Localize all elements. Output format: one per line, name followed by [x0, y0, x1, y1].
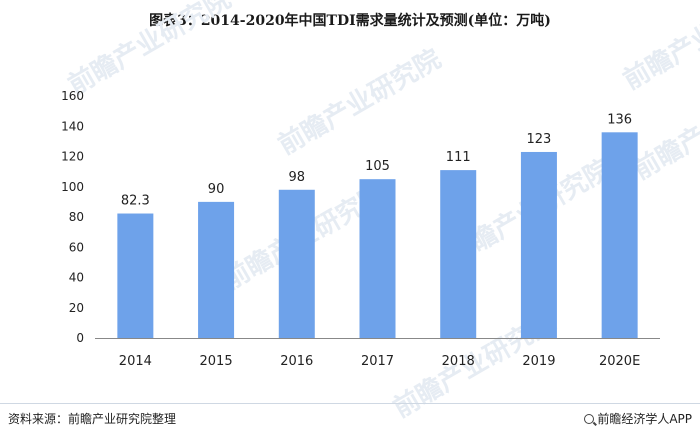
y-tick-label: 20 [69, 301, 84, 315]
data-label: 105 [365, 159, 390, 174]
footer-divider [0, 403, 700, 404]
data-label: 82.3 [121, 194, 150, 209]
data-label: 123 [527, 132, 552, 147]
y-axis: 0 20 40 60 80 100 120 140 160 [61, 89, 84, 345]
y-tick-label: 0 [76, 331, 84, 345]
bar [601, 132, 638, 338]
y-tick-label: 160 [61, 89, 84, 103]
y-tick-label: 120 [61, 150, 84, 164]
x-tick-label: 2014 [119, 354, 152, 369]
watermark-text: 前瞻产业研究院 [273, 43, 446, 161]
x-tick-label: 2018 [442, 354, 475, 369]
x-tick-label: 2019 [522, 354, 555, 369]
bar [117, 213, 154, 338]
x-tick-label: 2015 [200, 354, 233, 369]
x-tick-label: 2020E [599, 354, 640, 369]
y-tick-label: 60 [69, 240, 84, 254]
x-axis: 2014 2015 2016 2017 2018 2019 2020E [95, 338, 660, 369]
data-label: 90 [208, 182, 225, 197]
watermark-text: 前瞻产业研究院 [618, 0, 700, 96]
bar [359, 179, 396, 338]
x-tick-label: 2016 [280, 354, 313, 369]
data-label: 111 [446, 150, 471, 165]
bar [278, 189, 315, 338]
bar [520, 151, 557, 338]
watermark-text: 前瞻产业研究院 [63, 0, 236, 101]
credit-label: 前瞻经济学人APP [597, 412, 692, 426]
y-tick-label: 40 [69, 271, 84, 285]
data-label: 98 [289, 170, 306, 185]
data-label: 136 [607, 112, 632, 127]
bar [440, 170, 477, 338]
search-icon [584, 413, 595, 424]
chart-title: 图表3：2014-2020年中国TDI需求量统计及预测(单位：万吨) [149, 13, 551, 29]
bars-group: 82.3 90 98 105 111 123 136 [117, 112, 638, 338]
y-tick-label: 140 [61, 119, 84, 133]
x-tick-label: 2017 [361, 354, 394, 369]
y-tick-label: 80 [69, 210, 84, 224]
y-tick-label: 100 [61, 180, 84, 194]
credit: 前瞻经济学人APP [584, 410, 692, 427]
bar [198, 201, 235, 338]
source-note: 资料来源：前瞻产业研究院整理 [8, 412, 177, 426]
